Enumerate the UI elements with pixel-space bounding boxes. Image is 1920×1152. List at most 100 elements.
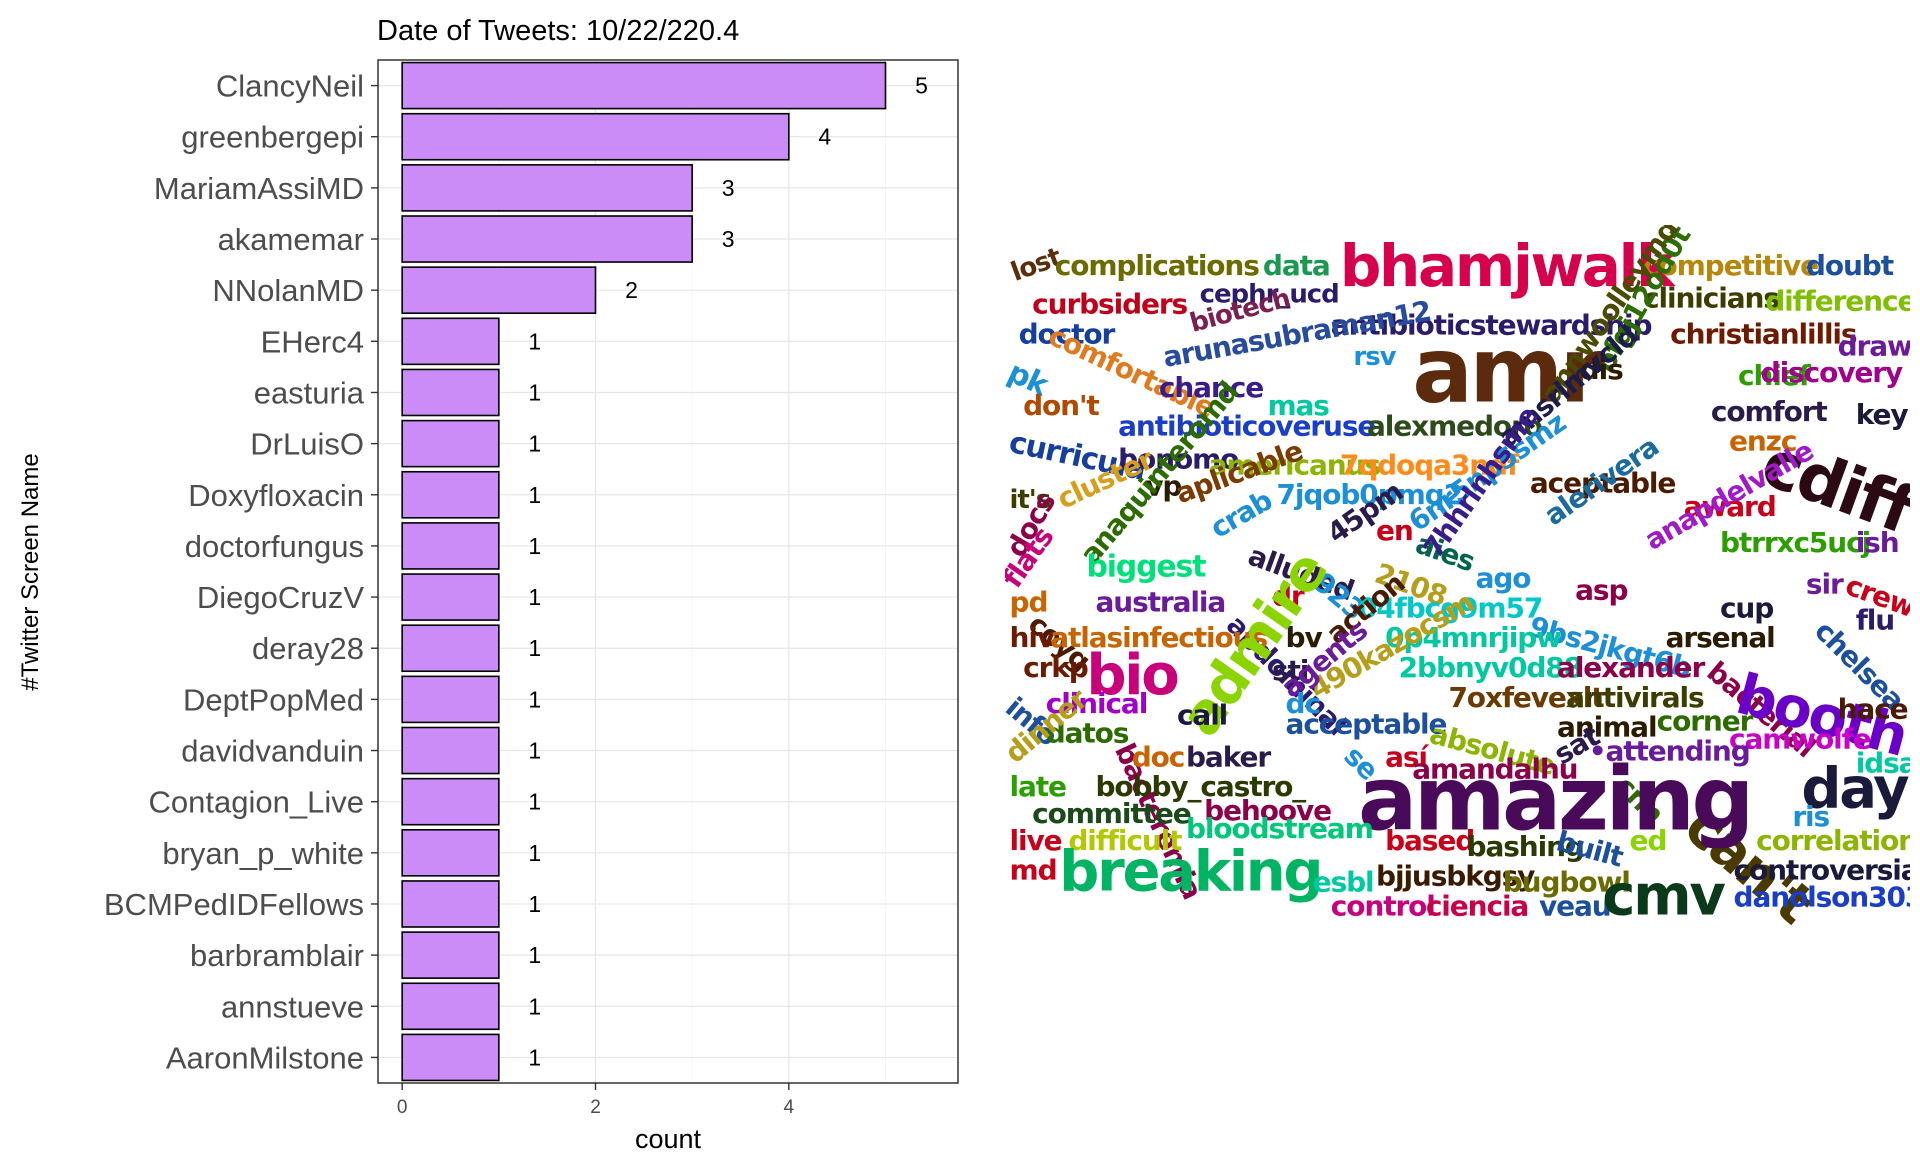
bar-bryan_p_white — [401, 829, 500, 877]
wordcloud-word: idsa — [1855, 746, 1910, 780]
y-tick-label: ClancyNeil — [216, 69, 364, 104]
wordcloud-word: ed — [1629, 823, 1667, 857]
bar-AaronMilstone — [401, 1033, 500, 1082]
wordcloud-word: sir — [1805, 567, 1844, 601]
wordcloud-word: day — [1801, 756, 1909, 822]
bar-Doxyfloxacin — [401, 470, 500, 519]
wordcloud-word: control — [1330, 889, 1436, 923]
x-axis-label: count — [635, 1124, 702, 1152]
wordcloud-word: doc — [1131, 740, 1186, 774]
y-tick-label: DrLuisO — [250, 427, 364, 462]
wordcloud-word: corner — [1656, 704, 1754, 738]
bar-value-label: 1 — [528, 686, 541, 712]
bar-value-label: 1 — [528, 840, 541, 866]
bar-easturia — [401, 368, 500, 417]
bar-value-label: 1 — [528, 993, 541, 1019]
plot-panel — [378, 60, 958, 1083]
plot-panel-border — [377, 59, 959, 1084]
wordcloud-word: crkp — [1023, 651, 1089, 684]
y-tick-label: davidvanduin — [181, 734, 364, 769]
bar-value-label: 1 — [528, 379, 541, 405]
bar-value-label: 1 — [528, 789, 541, 815]
wordcloud-word: alexmedoro — [1367, 409, 1543, 443]
wordcloud-word: bugbowl — [1502, 865, 1631, 899]
wordcloud-word: cephr_ucd — [1199, 279, 1340, 310]
wordcloud-word: hiv — [1009, 621, 1056, 655]
bar-value-label: 4 — [818, 124, 831, 150]
wordcloud-word: en — [1376, 513, 1414, 547]
wordcloud-word: doctor — [1018, 317, 1116, 351]
wordcloud-word: curbsiders — [1032, 287, 1188, 321]
wordcloud-word: breaking — [1059, 839, 1323, 905]
wordcloud-word: call — [1176, 698, 1228, 732]
wordcloud-word: australia — [1095, 585, 1227, 619]
wordcloud-word: americanus — [1208, 448, 1381, 482]
wordcloud-word: arsenal — [1665, 621, 1776, 655]
y-axis-label: #Twitter Screen Name — [17, 453, 44, 690]
bar-greenbergepi — [401, 112, 790, 161]
y-tick-label: deray28 — [252, 631, 364, 666]
y-tick-label: greenbergepi — [181, 120, 364, 155]
wordcloud-word: difference — [1765, 284, 1910, 318]
wordcloud-word: asp — [1575, 573, 1628, 607]
wordcloud-word: key — [1855, 397, 1909, 431]
y-tick-label: AaronMilstone — [166, 1040, 364, 1075]
wordcloud-word: hace — [1837, 692, 1909, 726]
wordcloud-word: flu — [1855, 603, 1895, 637]
bar-EHerc4 — [401, 317, 500, 366]
wordcloud-word: 7oxfevexlt — [1448, 680, 1604, 714]
y-tick-label: MariamAssiMD — [154, 171, 364, 206]
wordcloud-word: ris — [1792, 799, 1830, 833]
y-tick-label: Doxyfloxacin — [188, 478, 364, 513]
wordcloud-word: competitive — [1643, 248, 1819, 282]
y-tick-label: BCMPedIDFellows — [104, 887, 364, 922]
wordcloud-word: award — [1683, 490, 1777, 524]
y-tick-label: easturia — [254, 375, 365, 410]
wordcloud-word: dis — [1579, 353, 1624, 387]
bar-value-label: 1 — [528, 635, 541, 661]
y-tick-label: annstueve — [221, 989, 364, 1024]
bar-davidvanduin — [401, 726, 500, 775]
bar-value-label: 1 — [528, 584, 541, 610]
wordcloud-word: mas — [1267, 388, 1330, 422]
x-tick-label: 4 — [784, 1097, 795, 1118]
bar-DiegoCruzV — [401, 573, 500, 621]
wordcloud-word: atlasinfectious — [1050, 621, 1268, 655]
wordcloud-word: data — [1262, 248, 1331, 282]
wordcloud-word: bio — [1086, 643, 1179, 709]
wordcloud-word: alexander — [1557, 651, 1705, 684]
wordcloud-word: bobby_castro_ — [1095, 770, 1307, 804]
wordcloud-word: antibioticoveruse — [1118, 409, 1376, 443]
wordcloud-word: committee — [1032, 796, 1192, 830]
wordcloud-word: don't — [1023, 388, 1100, 422]
bar-BCMPedIDFellows — [401, 880, 500, 928]
wordcloud-word: ish — [1855, 525, 1900, 559]
bar-value-label: 1 — [528, 482, 541, 508]
wordcloud-word: camwolfe — [1729, 722, 1872, 756]
bar-value-label: 3 — [722, 226, 735, 252]
wordcloud-word: baker — [1186, 740, 1271, 774]
bar-akamemar — [401, 215, 693, 263]
wordcloud-word: chance — [1158, 370, 1264, 404]
wordcloud-word: cup — [1719, 591, 1774, 625]
wordcloud-word: bloodstream — [1186, 811, 1374, 845]
bar-deray28 — [401, 624, 500, 673]
y-tick-label: akamemar — [218, 222, 364, 257]
x-tick-label: 0 — [397, 1097, 408, 1118]
wordcloud-word: md — [1009, 853, 1058, 887]
bar-value-label: 5 — [915, 73, 928, 99]
wordcloud-word: amazing — [1357, 747, 1754, 851]
bar-value-label: 3 — [722, 175, 735, 201]
word-cloud: lost complications data bhamjwalk competitiv… — [1005, 225, 1910, 940]
wordcloud-word: vp — [1145, 469, 1182, 503]
wordcloud-word: doubt — [1805, 248, 1894, 282]
wordcloud-word: antibioticstewardship — [1330, 308, 1653, 342]
wordcloud-word: pd — [1009, 585, 1049, 619]
wordcloud-word: comfort — [1710, 394, 1828, 428]
wordcloud-word: amandalhu — [1412, 752, 1578, 786]
bar-value-label: 1 — [528, 431, 541, 457]
wordcloud-word: amr — [1412, 318, 1604, 424]
wordcloud-word: veau — [1538, 889, 1612, 923]
wordcloud-word: cmv — [1602, 863, 1726, 929]
bar-value-label: 2 — [625, 277, 638, 303]
